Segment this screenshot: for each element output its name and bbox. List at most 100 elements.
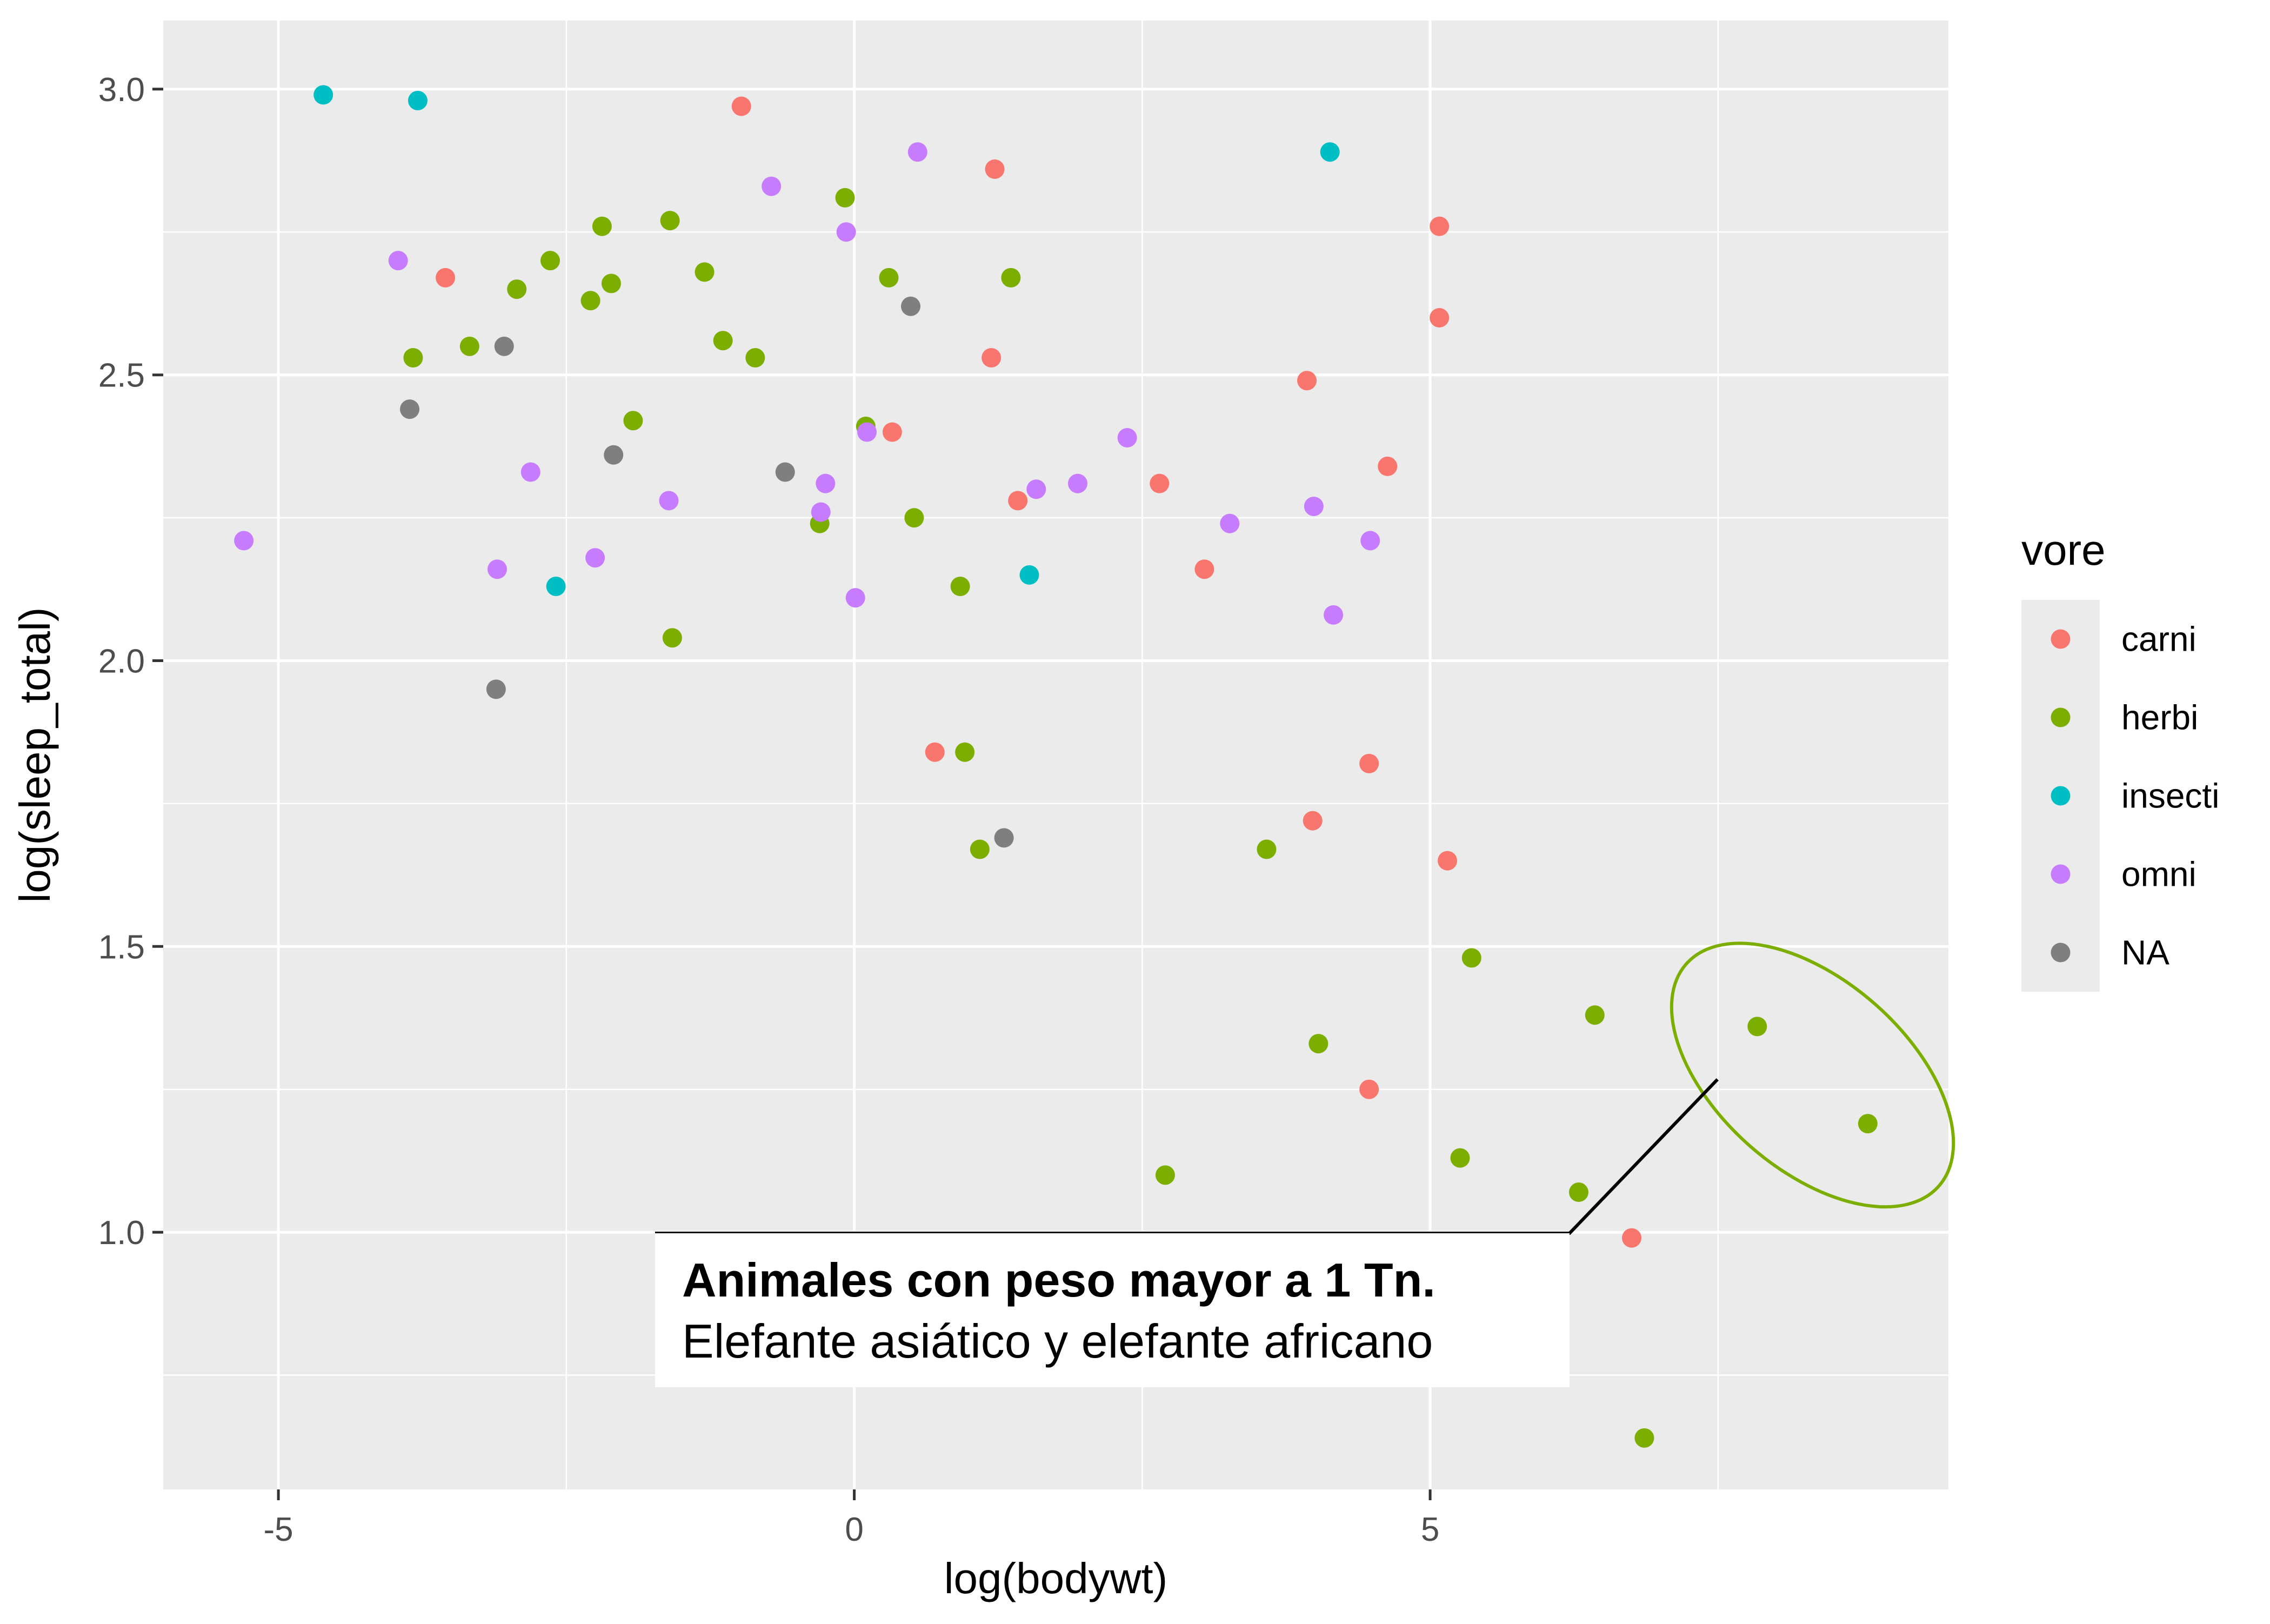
point-herbi	[662, 628, 682, 648]
point-carni	[1438, 851, 1458, 871]
point-insecti	[408, 91, 428, 111]
point-insecti	[1019, 565, 1039, 585]
point-herbi	[660, 211, 680, 231]
point-omni	[1324, 605, 1344, 625]
point-omni	[659, 491, 679, 511]
point-carni	[1378, 456, 1398, 476]
y-axis-ticks: 1.0 1.5 2.0 2.5 3.0	[98, 71, 163, 1252]
x-axis-ticks: -5 0 5	[264, 1489, 1439, 1548]
legend-key-omni	[2051, 864, 2071, 884]
point-herbi	[745, 347, 765, 367]
y-tick-label: 1.0	[98, 1214, 145, 1252]
legend-label-carni: carni	[2121, 620, 2196, 659]
point-carni	[985, 159, 1005, 179]
point-herbi	[507, 279, 527, 299]
point-herbi	[540, 251, 560, 271]
point-omni	[234, 531, 254, 551]
legend-label-insecti: insecti	[2121, 777, 2219, 816]
point-NA	[400, 399, 420, 419]
annotation-title: Animales con peso mayor a 1 Tn.	[682, 1253, 1436, 1307]
point-insecti	[1320, 142, 1340, 162]
point-herbi	[879, 268, 899, 288]
legend-key-NA	[2051, 943, 2071, 963]
point-omni	[811, 502, 831, 522]
annotation: Animales con peso mayor a 1 Tn. Elefante…	[655, 941, 1955, 1387]
point-herbi	[1461, 948, 1481, 968]
point-herbi	[580, 291, 600, 311]
point-carni	[1008, 491, 1028, 511]
legend: vore carni herbi insecti omni NA	[2021, 526, 2219, 992]
point-omni	[388, 251, 408, 271]
point-omni	[1220, 513, 1240, 533]
point-omni	[816, 473, 836, 493]
x-tick-label: 0	[845, 1511, 863, 1548]
highlight-ellipse	[1670, 941, 1955, 1209]
point-herbi	[1155, 1165, 1175, 1185]
point-NA	[775, 462, 795, 482]
point-herbi	[1568, 1182, 1588, 1202]
x-tick-label: -5	[264, 1511, 293, 1548]
point-NA	[494, 336, 514, 356]
point-carni	[1150, 473, 1170, 493]
point-omni	[520, 462, 540, 482]
point-herbi	[835, 188, 855, 208]
legend-label-omni: omni	[2121, 855, 2196, 894]
point-herbi	[955, 742, 975, 762]
point-omni	[1117, 428, 1137, 448]
point-omni	[762, 176, 782, 196]
point-herbi	[950, 577, 970, 597]
point-herbi	[1308, 1034, 1328, 1054]
point-herbi	[695, 262, 715, 282]
point-omni	[585, 548, 605, 568]
legend-key-carni	[2051, 629, 2071, 649]
y-tick-label: 1.5	[98, 928, 145, 966]
point-carni	[925, 742, 945, 762]
grid-minor	[163, 21, 1948, 1489]
point-omni	[907, 142, 927, 162]
point-carni	[1359, 753, 1379, 773]
point-omni	[1304, 496, 1324, 516]
legend-label-NA: NA	[2121, 933, 2169, 972]
point-herbi	[1001, 268, 1021, 288]
point-omni	[845, 588, 865, 608]
point-omni	[857, 422, 877, 442]
point-omni	[836, 222, 856, 242]
point-NA	[604, 445, 624, 465]
point-herbi	[1858, 1114, 1878, 1134]
point-herbi	[904, 508, 924, 528]
point-carni	[1359, 1079, 1379, 1099]
point-herbi	[459, 336, 479, 356]
point-herbi	[1450, 1148, 1470, 1168]
x-tick-label: 5	[1421, 1511, 1439, 1548]
point-herbi	[623, 411, 643, 431]
legend-key-insecti	[2051, 786, 2071, 806]
point-carni	[1297, 371, 1317, 391]
point-omni	[1026, 479, 1046, 499]
legend-items: carni herbi insecti omni NA	[2051, 620, 2219, 972]
point-NA	[994, 828, 1014, 848]
point-insecti	[313, 85, 333, 105]
point-herbi	[1634, 1428, 1654, 1448]
annotation-label: Elefante asiático y elefante africano	[682, 1314, 1433, 1368]
legend-key-herbi	[2051, 707, 2071, 727]
point-carni	[731, 96, 751, 116]
annotation-box	[655, 1233, 1570, 1387]
point-NA	[900, 296, 920, 316]
y-tick-label: 2.5	[98, 357, 145, 395]
point-NA	[486, 679, 506, 699]
point-herbi	[592, 216, 612, 236]
x-axis-title: log(bodywt)	[944, 1554, 1168, 1602]
legend-label-herbi: herbi	[2121, 698, 2198, 737]
point-herbi	[403, 347, 423, 367]
data-points	[234, 85, 1878, 1448]
point-herbi	[1257, 839, 1277, 859]
point-herbi	[713, 331, 733, 351]
point-carni	[1430, 216, 1450, 236]
point-herbi	[1747, 1017, 1767, 1037]
y-tick-label: 2.0	[98, 643, 145, 680]
point-carni	[1194, 559, 1214, 579]
point-carni	[1430, 308, 1450, 328]
point-omni	[1360, 531, 1380, 551]
point-carni	[1303, 811, 1323, 831]
